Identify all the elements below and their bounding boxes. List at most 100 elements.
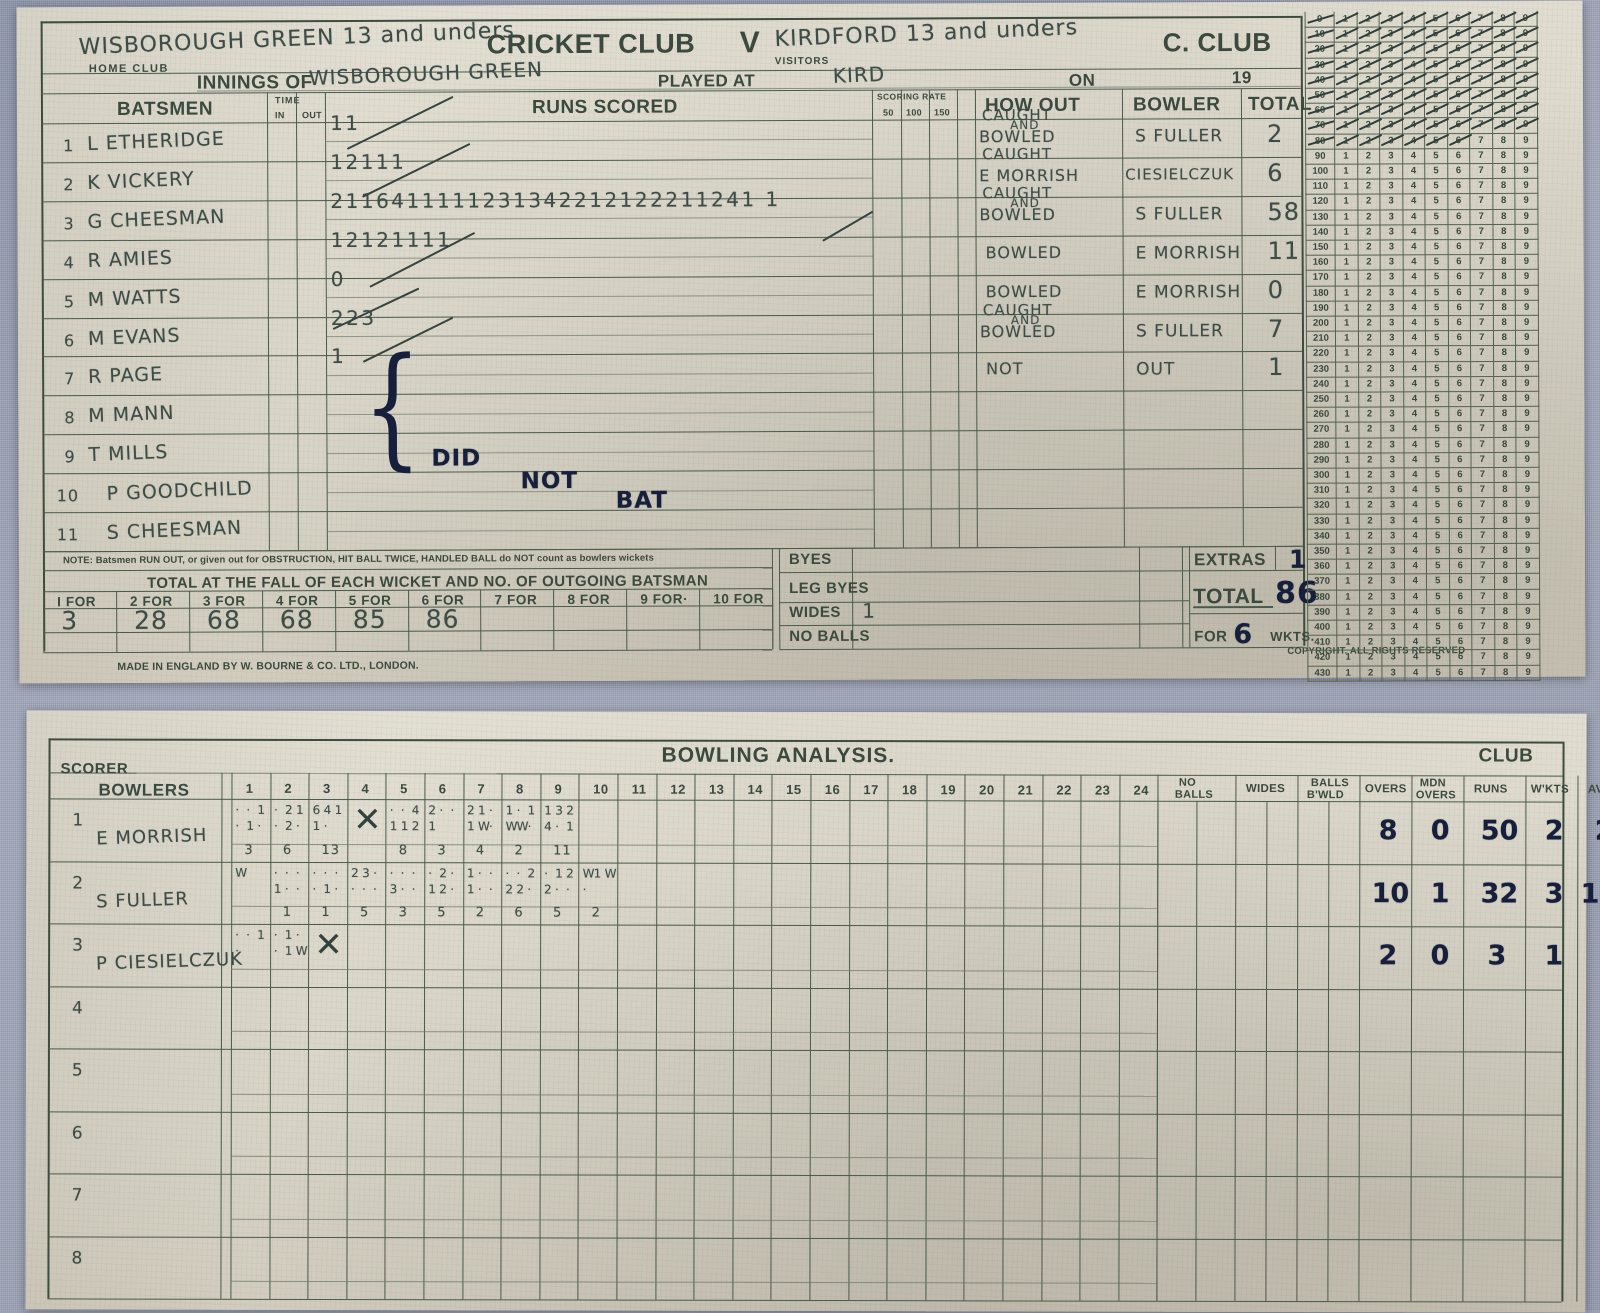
tally-cell[interactable]: 1 <box>1335 269 1359 287</box>
tally-cell[interactable]: 2 <box>1358 376 1382 393</box>
tally-cell[interactable]: 2 <box>1358 315 1381 332</box>
tally-cell[interactable]: 6 <box>1447 193 1471 210</box>
ball-mark[interactable]: · <box>544 865 548 880</box>
batsman-total[interactable]: 2 <box>1267 119 1284 148</box>
tally-cell[interactable]: 7 <box>1471 421 1494 438</box>
tally-cell[interactable]: 5 <box>1427 603 1450 621</box>
tally-cell[interactable]: 8 <box>1493 299 1516 316</box>
tally-cell[interactable]: 2 <box>1357 57 1380 74</box>
tally-cell[interactable]: 6 <box>1449 482 1472 499</box>
tally-cell[interactable]: 5 <box>1426 527 1450 545</box>
tally-cell[interactable]: 8 <box>1494 664 1518 681</box>
tally-cell[interactable]: 5 <box>1426 345 1449 362</box>
tally-cell[interactable]: 9 <box>1517 633 1540 651</box>
tally-cell[interactable]: 3 <box>1380 193 1403 211</box>
tally-cell[interactable]: 4 <box>1404 573 1428 590</box>
ball-mark[interactable]: 1 <box>284 943 293 958</box>
bowler-name[interactable]: OUT <box>1136 359 1176 380</box>
tally-cell[interactable]: 4 <box>1402 41 1425 58</box>
tally-cell[interactable]: 4 <box>1404 512 1427 530</box>
tally-cell[interactable]: 3 <box>1381 376 1404 393</box>
tally-cell[interactable]: 2 <box>1359 467 1382 484</box>
tally-cell[interactable]: 8 <box>1492 102 1516 119</box>
tally-cell[interactable]: 3 <box>1380 300 1404 317</box>
tally-cell[interactable]: 4 <box>1402 26 1425 43</box>
tally-cell[interactable]: 9 <box>1515 299 1539 316</box>
tally-cell[interactable]: 7 <box>1470 132 1493 149</box>
tally-cell[interactable]: 6 <box>1447 147 1471 165</box>
tally-cell[interactable]: 9 <box>1516 375 1539 392</box>
bowling-wkts-value[interactable]: 1 <box>1544 940 1564 972</box>
tally-cell[interactable]: 7 <box>1470 178 1493 195</box>
how-out-line3[interactable]: BOWLED <box>979 204 1056 225</box>
ball-mark[interactable]: · <box>273 818 278 833</box>
tally-cell[interactable]: 9 <box>1516 360 1539 377</box>
tally-cell[interactable]: 1 <box>1335 254 1359 272</box>
tally-cell[interactable]: 4 <box>1402 102 1426 119</box>
tally-cell[interactable]: 5 <box>1425 223 1449 241</box>
tally-cell[interactable]: 3 <box>1380 178 1403 195</box>
ball-mark[interactable]: · <box>389 803 394 818</box>
ball-mark[interactable]: 2 <box>527 865 536 880</box>
tally-cell[interactable]: 5 <box>1424 41 1448 58</box>
tally-cell[interactable]: 5 <box>1426 558 1450 575</box>
tally-cell[interactable]: 2 <box>1358 361 1382 378</box>
tally-cell[interactable]: 2 <box>1357 87 1380 104</box>
bowling-runs-value[interactable]: 32 <box>1480 877 1519 909</box>
tally-cell[interactable]: 3 <box>1379 26 1403 43</box>
tally-cell[interactable]: 4 <box>1402 163 1426 180</box>
tally-cell[interactable]: 4 <box>1402 193 1426 210</box>
tally-cell[interactable]: 7 <box>1471 360 1494 377</box>
tally-cell[interactable]: 6 <box>1448 239 1471 256</box>
tally-cell[interactable]: 3 <box>1379 41 1403 59</box>
tally-cell[interactable]: 6 <box>1447 102 1471 119</box>
tally-cell[interactable]: 2 <box>1358 345 1382 363</box>
tally-cell[interactable]: 3 <box>1380 224 1404 241</box>
tally-cell[interactable]: 3 <box>1382 588 1405 606</box>
tally-cell[interactable]: 2 <box>1359 619 1383 636</box>
tally-cell[interactable]: 9 <box>1515 238 1539 256</box>
tally-cell[interactable]: 8 <box>1494 497 1517 514</box>
tally-cell[interactable]: 7 <box>1470 284 1494 301</box>
tally-cell[interactable]: 2 <box>1357 72 1380 89</box>
tally-cell[interactable]: 1 <box>1335 163 1358 180</box>
tally-cell[interactable]: 7 <box>1471 542 1495 560</box>
tally-cell[interactable]: 9 <box>1517 649 1540 666</box>
tally-cell[interactable]: 4 <box>1402 132 1426 150</box>
tally-cell[interactable]: 8 <box>1492 10 1515 28</box>
tally-cell[interactable]: 2 <box>1358 421 1382 439</box>
batsman-name[interactable]: M MANN <box>87 402 175 428</box>
tally-cell[interactable]: 9 <box>1516 542 1540 560</box>
bowling-mdn-overs-value[interactable]: 0 <box>1430 940 1450 972</box>
tally-row[interactable]: 430 1 2 3 4 5 6 7 8 9 <box>1307 664 1540 682</box>
tally-cell[interactable]: 1 <box>1334 11 1358 28</box>
tally-cell[interactable]: 5 <box>1424 71 1448 89</box>
tally-cell[interactable]: 9 <box>1515 284 1539 301</box>
tally-cell[interactable]: 2 <box>1357 224 1381 241</box>
tally-cell[interactable]: 9 <box>1515 253 1539 271</box>
tally-cell[interactable]: 1 <box>1334 87 1358 104</box>
tally-cell[interactable]: 4 <box>1402 72 1425 89</box>
how-out-line2[interactable]: BOWLED <box>985 281 1063 301</box>
tally-cell[interactable]: 3 <box>1380 269 1404 287</box>
ball-mark[interactable]: · <box>295 865 300 880</box>
tally-cell[interactable]: 1 <box>1336 497 1360 515</box>
tally-cell[interactable]: 5 <box>1424 102 1448 119</box>
tally-cell[interactable]: 9 <box>1515 223 1539 240</box>
tally-cell[interactable]: 1 <box>1334 41 1358 59</box>
tally-cell[interactable]: 8 <box>1494 542 1517 560</box>
tally-cell[interactable]: 7 <box>1472 618 1495 636</box>
batsman-name[interactable]: K VICKERY <box>86 167 196 194</box>
ball-mark[interactable]: 1 <box>544 803 552 818</box>
tally-cell[interactable]: 3 <box>1381 452 1405 469</box>
tally-cell[interactable]: 1 <box>1336 376 1359 393</box>
tally-cell[interactable]: 2 <box>1357 26 1380 43</box>
tally-cell[interactable]: 8 <box>1493 345 1517 362</box>
ball-mark[interactable]: 1 <box>428 819 437 834</box>
tally-cell[interactable]: 6 <box>1448 254 1471 271</box>
tally-cell[interactable]: 3 <box>1380 132 1403 150</box>
tally-cell[interactable]: 9 <box>1515 314 1539 332</box>
tally-cell[interactable]: 4 <box>1403 436 1427 454</box>
tally-cell[interactable]: 8 <box>1492 86 1515 104</box>
tally-cell[interactable]: 1 <box>1337 589 1360 606</box>
